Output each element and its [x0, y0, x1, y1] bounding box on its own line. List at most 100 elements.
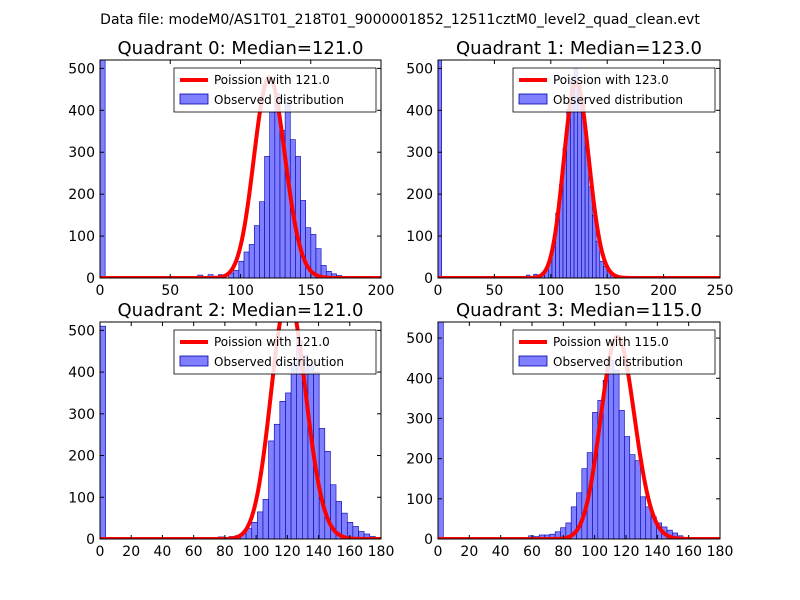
histogram-bar — [618, 410, 625, 539]
y-tick-label: 500 — [68, 323, 95, 339]
poisson-curve — [438, 334, 720, 539]
legend-label-observed: Observed distribution — [553, 93, 683, 107]
panel-title: Quadrant 0: Median=121.0 — [118, 38, 364, 59]
x-tick-label: 180 — [368, 544, 395, 560]
x-tick-label: 100 — [227, 283, 254, 299]
y-tick-label: 100 — [68, 229, 95, 245]
legend: Poission with 121.0 Observed distribution — [173, 329, 377, 375]
legend-label-poisson: Poission with 121.0 — [214, 335, 330, 349]
histogram-bar — [438, 60, 442, 278]
histogram-bar — [262, 499, 269, 539]
histogram-bar — [608, 359, 615, 539]
histogram-bar — [290, 363, 297, 539]
histogram-bar — [259, 201, 265, 278]
x-tick-label: 60 — [185, 544, 203, 560]
histogram-bar — [279, 400, 286, 539]
legend-label-observed: Observed distribution — [553, 355, 683, 369]
axes-frame — [99, 321, 382, 540]
legend-label-observed: Observed distribution — [214, 355, 344, 369]
x-tick-label: 160 — [336, 544, 363, 560]
legend-box — [173, 67, 377, 113]
histogram-bar — [243, 251, 250, 278]
legend-box — [512, 329, 716, 375]
x-tick-label: 40 — [492, 544, 510, 560]
histogram-bar — [438, 322, 444, 539]
x-tick-label: 20 — [460, 544, 478, 560]
x-tick-label: 150 — [297, 283, 324, 299]
legend: Poission with 121.0 Observed distribution — [173, 67, 377, 113]
histogram-bar — [269, 111, 276, 278]
histogram-bar — [300, 200, 306, 278]
y-tick-label: 200 — [406, 187, 433, 203]
histogram-bar — [100, 60, 106, 278]
x-tick-label: 180 — [707, 544, 734, 560]
legend-label-poisson: Poission with 121.0 — [214, 73, 330, 87]
y-tick-label: 100 — [68, 490, 95, 506]
poisson-curve — [100, 322, 381, 539]
y-tick-label: 0 — [86, 532, 95, 548]
x-tick-label: 120 — [274, 544, 301, 560]
histogram-bar — [233, 270, 240, 278]
histogram-bar — [640, 496, 647, 539]
histogram-bar — [100, 325, 106, 539]
histogram-bar — [629, 454, 636, 539]
y-tick-label: 300 — [406, 411, 433, 427]
histogram-bar — [248, 244, 255, 278]
panel-title: Quadrant 2: Median=121.0 — [118, 300, 364, 321]
histogram-bar — [264, 156, 270, 278]
y-tick-label: 500 — [68, 61, 95, 77]
y-tick-label: 100 — [406, 229, 433, 245]
histogram-bar — [577, 85, 582, 278]
panel-title: Quadrant 3: Median=115.0 — [456, 300, 702, 321]
x-tick-label: 120 — [613, 544, 640, 560]
histogram-bar — [257, 511, 264, 539]
x-tick-label: 80 — [216, 544, 234, 560]
legend-patch-swatch — [179, 355, 209, 367]
legend-label-observed: Observed distribution — [214, 93, 344, 107]
plot-content — [100, 322, 381, 539]
x-tick-label: 0 — [96, 544, 105, 560]
histogram-bar — [624, 436, 631, 539]
y-tick-label: 400 — [406, 371, 433, 387]
histogram-bar — [634, 460, 641, 539]
histogram-bar — [285, 392, 292, 539]
y-tick-label: 500 — [406, 61, 433, 77]
y-tick-label: 0 — [424, 532, 433, 548]
legend-box — [512, 67, 716, 113]
x-tick-label: 0 — [434, 544, 443, 560]
y-tick-label: 400 — [406, 103, 433, 119]
legend-patch-swatch — [179, 93, 209, 105]
panel-quadrant-2: 0 20 40 60 80 100 120 140 160 1800100200300400500… — [68, 300, 395, 560]
y-tick-label: 200 — [68, 187, 95, 203]
x-tick-label: 0 — [96, 283, 105, 299]
panel-title: Quadrant 1: Median=123.0 — [456, 38, 702, 59]
y-tick-label: 300 — [68, 145, 95, 161]
y-tick-label: 0 — [424, 271, 433, 287]
panel-quadrant-0: 0 50 100 150 200 0 100 200 300 400 500 Quadrant 0: … — [68, 38, 394, 299]
y-tick-label: 0 — [86, 271, 95, 287]
legend: Poission with 115.0 Observed distribution — [512, 329, 716, 375]
x-tick-label: 160 — [675, 544, 702, 560]
x-tick-label: 40 — [154, 544, 172, 560]
x-tick-label: 100 — [243, 544, 270, 560]
y-tick-label: 300 — [68, 407, 95, 423]
panel-quadrant-1: 0 50 100 150 200 250 0 100 200 300 400 500 Quadrant … — [406, 38, 733, 299]
y-tick-label: 100 — [406, 492, 433, 508]
histogram-bar — [253, 225, 260, 278]
histogram-bar — [613, 369, 620, 539]
y-tick-label: 300 — [406, 145, 433, 161]
y-tick-label: 500 — [406, 331, 433, 347]
y-tick-label: 400 — [68, 103, 95, 119]
panel-quadrant-3: 0 20 40 60 80 100 120 140 160 180 0 100 200 300 400 500… — [406, 300, 733, 560]
figure-suptitle: Data file: modeM0/AS1T01_218T01_90000018… — [100, 12, 700, 28]
legend-patch-swatch — [518, 93, 548, 105]
y-tick-label: 200 — [406, 452, 433, 468]
x-tick-label: 60 — [523, 544, 541, 560]
legend-box — [173, 329, 377, 375]
y-tick-label: 400 — [68, 365, 95, 381]
axes-frame — [437, 321, 721, 540]
axes-frame — [437, 59, 721, 279]
x-tick-label: 200 — [368, 283, 395, 299]
x-tick-label: 0 — [434, 283, 443, 299]
